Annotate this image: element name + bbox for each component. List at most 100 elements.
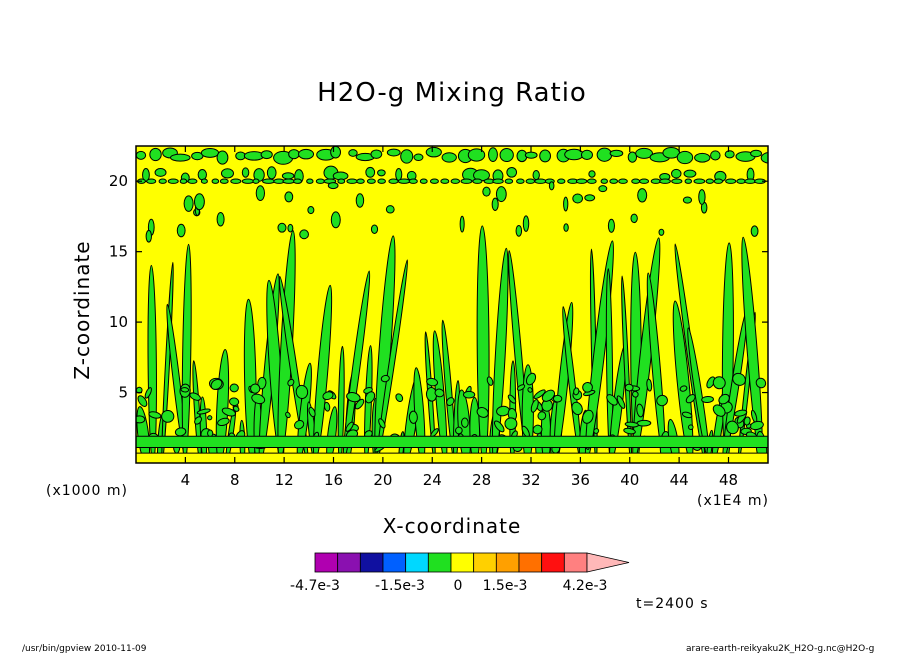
contour-region bbox=[370, 224, 379, 234]
contour-region bbox=[255, 185, 265, 201]
x-tick-label: 40 bbox=[620, 471, 639, 489]
contour-region bbox=[434, 388, 445, 398]
contour-region bbox=[718, 393, 730, 405]
contour-region bbox=[516, 384, 526, 391]
contour-region bbox=[354, 398, 365, 410]
contour-region bbox=[211, 178, 220, 184]
contour-region bbox=[743, 416, 751, 426]
contour-region bbox=[586, 178, 597, 184]
contour-region bbox=[298, 148, 315, 160]
contour-region bbox=[636, 419, 652, 427]
contour-region bbox=[609, 178, 619, 184]
contour-region bbox=[419, 178, 428, 184]
contour-region bbox=[646, 378, 653, 392]
contour-region bbox=[557, 178, 566, 184]
contour-region bbox=[293, 419, 305, 430]
x-axis-label: X-coordinate bbox=[382, 514, 522, 538]
contour-region bbox=[450, 178, 461, 184]
contour-region bbox=[563, 196, 569, 212]
contour-region bbox=[532, 424, 543, 435]
contour-region bbox=[386, 148, 401, 157]
contour-region bbox=[734, 409, 748, 417]
contour-region bbox=[257, 376, 267, 390]
plot-frame bbox=[135, 145, 769, 464]
contour-region bbox=[486, 376, 494, 386]
x-tick-label: 16 bbox=[324, 471, 343, 489]
contour-region bbox=[710, 150, 721, 161]
contour-region bbox=[144, 387, 152, 399]
colorbar-cell bbox=[473, 552, 497, 573]
x-axis: 4 8 12 16 20 24 28 32 36 40 44 48 bbox=[181, 146, 738, 489]
contour-region bbox=[145, 229, 152, 243]
contour-region bbox=[593, 428, 600, 434]
x-tick-label: 48 bbox=[719, 471, 738, 489]
contour-region bbox=[241, 167, 250, 178]
contour-region bbox=[366, 178, 376, 184]
contour-region bbox=[365, 166, 376, 178]
contour-region bbox=[440, 178, 450, 184]
contour-region bbox=[467, 148, 486, 162]
contour-region bbox=[725, 178, 737, 184]
contour-region bbox=[650, 178, 661, 184]
colorbar-cell bbox=[427, 552, 452, 573]
contour-region bbox=[194, 416, 202, 425]
contour-region bbox=[596, 147, 613, 162]
contour-region bbox=[636, 403, 644, 418]
contour-region bbox=[724, 150, 735, 159]
contour-region bbox=[232, 405, 240, 412]
contour-region bbox=[537, 411, 547, 421]
contour-region bbox=[684, 178, 693, 184]
contour-region bbox=[285, 411, 291, 419]
contour-region bbox=[676, 150, 694, 165]
contour-region bbox=[506, 166, 518, 178]
contour-region bbox=[400, 149, 414, 164]
contour-region bbox=[377, 169, 386, 177]
contour-region bbox=[397, 178, 411, 184]
contour-region bbox=[679, 385, 688, 392]
contour-region bbox=[200, 148, 220, 158]
contour-region bbox=[563, 223, 569, 232]
contour-region bbox=[572, 193, 583, 204]
contour-region bbox=[388, 178, 399, 184]
contour-region bbox=[262, 178, 276, 184]
contour-region bbox=[516, 178, 525, 184]
contour-region bbox=[455, 426, 463, 435]
contour-region bbox=[299, 229, 309, 240]
colorbar-extend-arrow bbox=[586, 552, 630, 573]
contour-region bbox=[252, 178, 260, 184]
contour-region bbox=[425, 146, 442, 158]
y-tick-label: 20 bbox=[109, 172, 128, 190]
contour-region bbox=[548, 181, 555, 191]
contour-region bbox=[493, 420, 505, 433]
contour-region bbox=[681, 411, 693, 419]
contour-region bbox=[683, 169, 697, 178]
contour-region bbox=[588, 170, 596, 178]
x-tick-label: 32 bbox=[521, 471, 540, 489]
x-tick-label: 8 bbox=[230, 471, 240, 489]
chart-title: H2O-g Mixing Ratio bbox=[317, 78, 587, 108]
contour-region bbox=[682, 196, 693, 204]
contour-region bbox=[293, 178, 302, 184]
contour-region bbox=[618, 178, 628, 184]
contour-region bbox=[530, 399, 539, 413]
contour-region bbox=[476, 407, 489, 418]
contour-region bbox=[732, 372, 746, 386]
contour-region bbox=[736, 178, 746, 184]
contour-region bbox=[635, 147, 653, 159]
colorbar-cell bbox=[405, 552, 429, 573]
contour-region bbox=[429, 178, 439, 184]
contour-band bbox=[136, 453, 768, 463]
contour-region bbox=[770, 169, 781, 176]
contour-region bbox=[541, 389, 556, 402]
contour-region bbox=[705, 178, 714, 184]
contour-region bbox=[750, 149, 763, 158]
contour-region bbox=[631, 178, 641, 184]
colorbar-label: -4.7e-3 bbox=[290, 578, 340, 594]
contour-region bbox=[260, 150, 273, 160]
contour-region bbox=[346, 392, 361, 403]
contour-region bbox=[176, 223, 186, 238]
contour-region bbox=[495, 186, 507, 203]
contour-region bbox=[385, 205, 395, 214]
contour-region bbox=[277, 222, 287, 233]
contour-region bbox=[306, 178, 314, 184]
